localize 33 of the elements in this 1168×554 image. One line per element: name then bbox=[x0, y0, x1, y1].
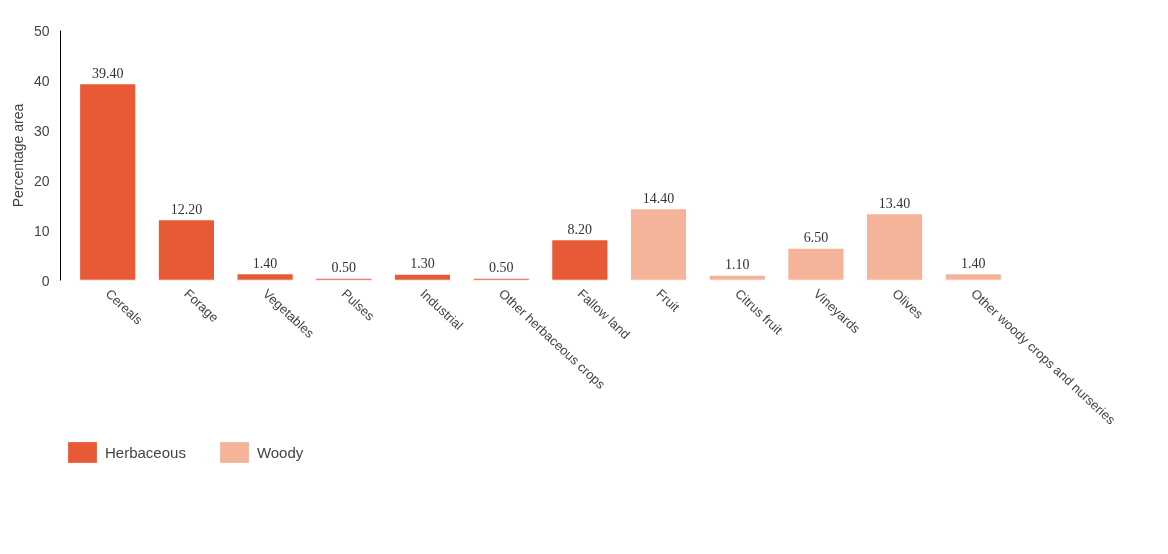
data-label: 14.40 bbox=[642, 190, 675, 206]
data-label: 13.40 bbox=[878, 195, 911, 211]
bar bbox=[865, 212, 924, 281]
data-label: 12.20 bbox=[170, 201, 203, 217]
data-label: 1.40 bbox=[961, 255, 986, 271]
bar bbox=[944, 272, 1003, 281]
y-tick-label: 0 bbox=[41, 272, 50, 289]
data-label: 1.30 bbox=[410, 256, 435, 271]
data-label: 39.40 bbox=[91, 65, 124, 81]
bar bbox=[629, 207, 688, 281]
y-tick-label: 10 bbox=[33, 222, 50, 239]
legend-label: Woody bbox=[256, 443, 304, 461]
bar bbox=[786, 247, 845, 281]
y-tick-label: 40 bbox=[33, 72, 50, 89]
bar bbox=[236, 272, 295, 281]
y-tick-label: 20 bbox=[33, 172, 50, 189]
data-label: 0.50 bbox=[331, 260, 357, 275]
data-label: 8.20 bbox=[567, 221, 593, 237]
y-tick-label: 50 bbox=[33, 22, 50, 39]
data-label: 1.10 bbox=[724, 257, 750, 272]
bar bbox=[393, 273, 452, 281]
bar bbox=[472, 277, 531, 281]
bar bbox=[550, 238, 609, 281]
bar bbox=[157, 218, 216, 281]
data-label: 0.50 bbox=[488, 260, 514, 275]
y-tick-label: 30 bbox=[33, 122, 50, 139]
y-axis-title: Percentage area bbox=[9, 103, 26, 208]
data-label: 1.40 bbox=[252, 255, 278, 271]
bar bbox=[78, 82, 137, 281]
bar bbox=[314, 277, 373, 281]
data-label: 6.50 bbox=[803, 230, 829, 245]
legend-label: Herbaceous bbox=[105, 443, 186, 461]
bar bbox=[708, 274, 767, 281]
